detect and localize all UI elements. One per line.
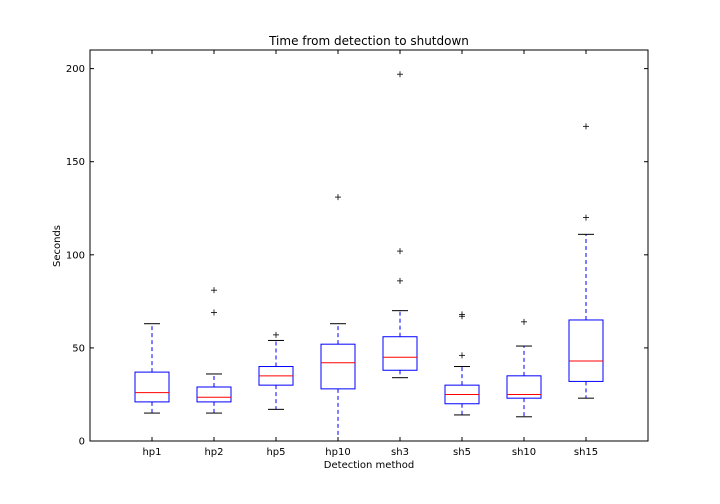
box-sh10 bbox=[506, 318, 542, 418]
y-tick-label: 100 bbox=[66, 250, 85, 261]
outlier-marker bbox=[211, 309, 217, 316]
x-tick-label: hp10 bbox=[325, 447, 350, 458]
plot-area bbox=[134, 71, 604, 442]
x-tick-label: hp5 bbox=[266, 447, 285, 458]
outlier-marker bbox=[397, 71, 403, 78]
x-tick-label: hp1 bbox=[142, 447, 161, 458]
iqr-box bbox=[382, 336, 418, 371]
outlier-marker bbox=[521, 318, 527, 325]
y-tick-label: 0 bbox=[79, 437, 85, 448]
y-tick-label: 150 bbox=[66, 157, 85, 168]
chart-title: Time from detection to shutdown bbox=[268, 34, 469, 48]
y-tick-label: 200 bbox=[66, 64, 85, 75]
box-sh15 bbox=[568, 123, 604, 399]
outlier-marker bbox=[273, 331, 279, 338]
plot-frame bbox=[89, 49, 649, 442]
y-axis: 0 50 100 150 200 bbox=[66, 64, 648, 448]
x-tick-label: hp2 bbox=[204, 447, 223, 458]
x-axis-title: Detection method bbox=[324, 460, 414, 471]
y-tick-label: 50 bbox=[72, 343, 85, 354]
x-tick-label: sh5 bbox=[453, 447, 471, 458]
box-hp1 bbox=[134, 323, 170, 414]
outlier-marker bbox=[397, 248, 403, 255]
box-hp10 bbox=[320, 194, 356, 442]
x-tick-label: sh10 bbox=[512, 447, 536, 458]
x-tick-label: sh3 bbox=[391, 447, 409, 458]
x-axis: hp1 hp2 hp5 hp10 sh3 sh5 sh10 sh15 bbox=[142, 50, 598, 458]
iqr-box bbox=[320, 343, 356, 390]
box-hp5 bbox=[258, 331, 294, 410]
outlier-marker bbox=[459, 311, 465, 318]
iqr-box bbox=[196, 386, 232, 403]
iqr-box bbox=[568, 319, 604, 382]
outlier-marker bbox=[211, 287, 217, 294]
outlier-marker bbox=[397, 277, 403, 284]
outlier-marker bbox=[583, 123, 589, 130]
outlier-marker bbox=[583, 214, 589, 221]
box-sh3 bbox=[382, 71, 418, 379]
box-hp2 bbox=[196, 287, 232, 414]
iqr-box bbox=[134, 371, 170, 403]
box-sh5 bbox=[444, 311, 480, 416]
iqr-box bbox=[506, 375, 542, 399]
y-axis-title: Seconds bbox=[52, 225, 63, 267]
outlier-marker bbox=[459, 352, 465, 359]
x-tick-label: sh15 bbox=[574, 447, 598, 458]
outlier-marker bbox=[335, 194, 341, 201]
